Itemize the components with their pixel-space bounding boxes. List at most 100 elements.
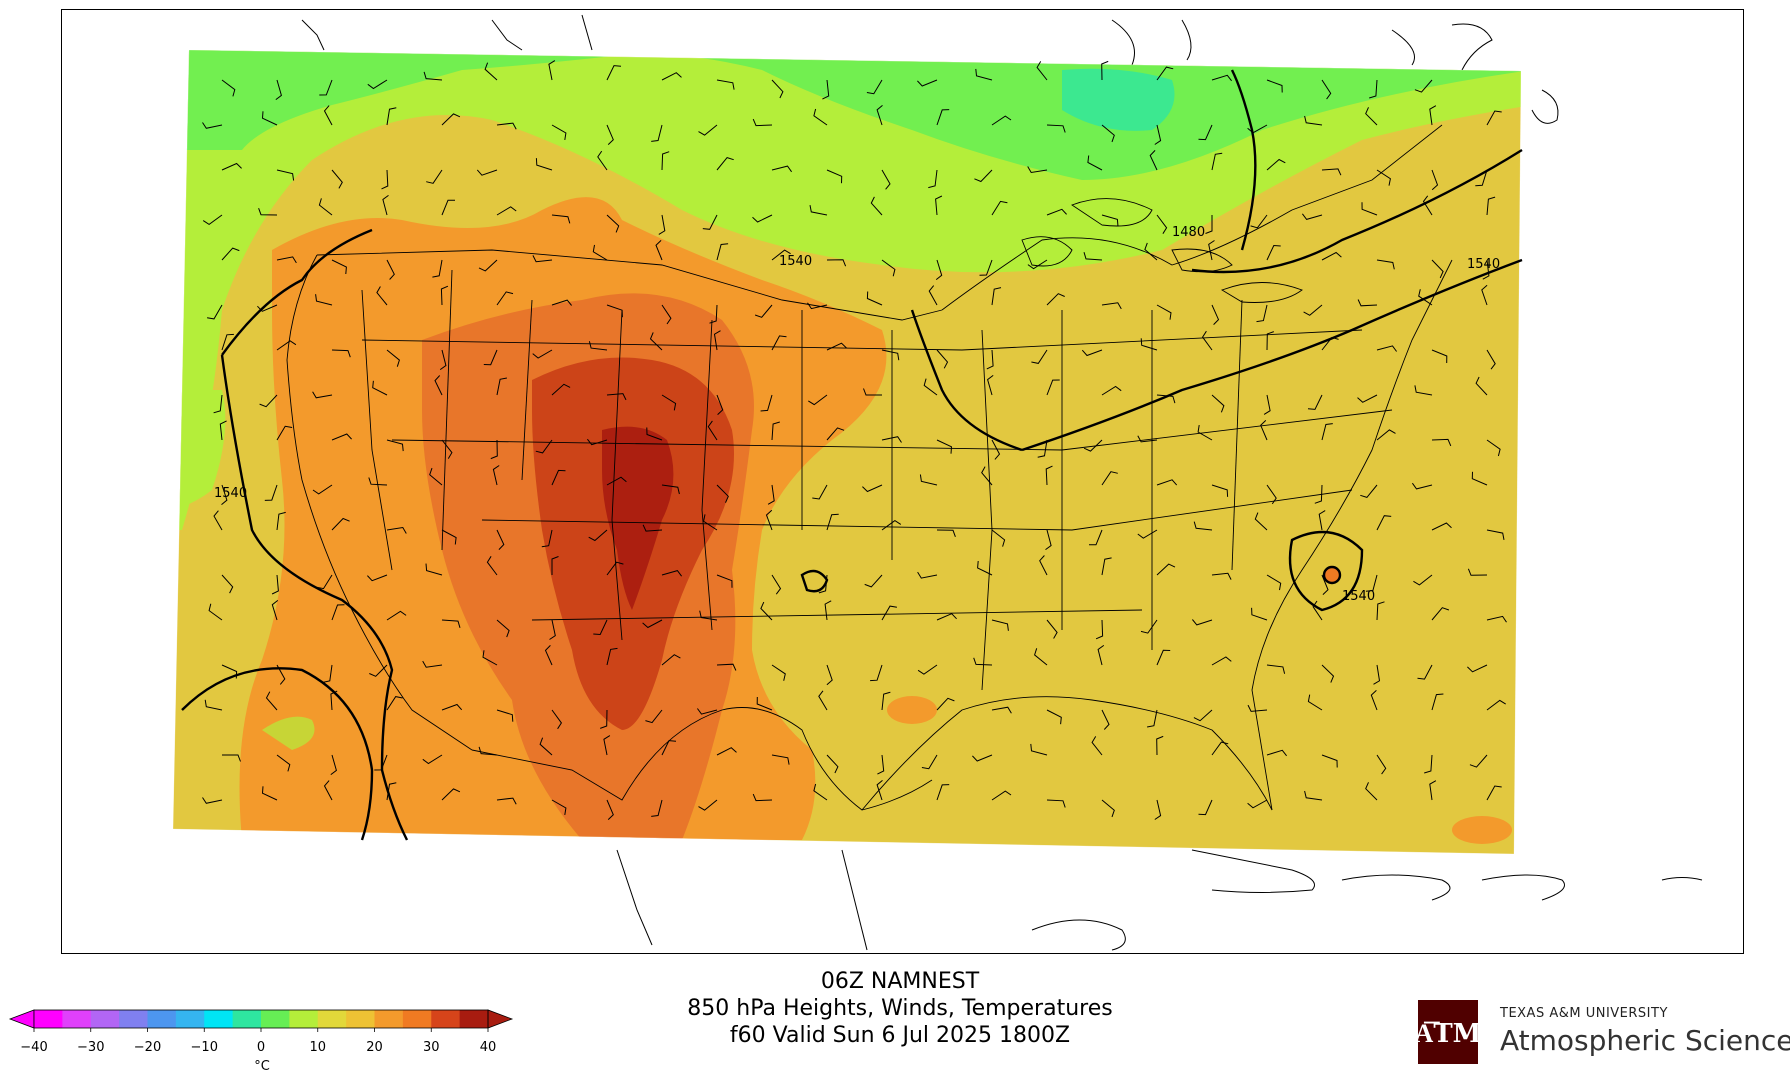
- wind-barb: [716, 574, 733, 588]
- wind-barb: [771, 335, 787, 351]
- wind-barb: [936, 529, 956, 537]
- wind-barb: [1314, 484, 1323, 504]
- wind-barb: [1266, 79, 1283, 93]
- wind-barb: [386, 610, 407, 621]
- colorbar-swatch: [459, 1010, 489, 1028]
- colorbar-swatch: [317, 1010, 347, 1028]
- wind-barb: [600, 709, 608, 729]
- wind-barb: [824, 600, 832, 621]
- wind-barb: [928, 169, 938, 189]
- wind-barb: [440, 285, 449, 306]
- colorbar-tick-label: −10: [190, 1040, 218, 1055]
- wind-barb: [1486, 196, 1496, 216]
- wind-barb: [1312, 600, 1323, 621]
- tamu-mark: A͞TM: [1415, 1000, 1481, 1064]
- wind-barb: [979, 259, 993, 276]
- wind-barb: [259, 394, 278, 408]
- wind-barb: [1376, 429, 1396, 441]
- wind-barb: [818, 690, 828, 711]
- wind-barb: [331, 604, 345, 621]
- wind-barb: [876, 780, 883, 801]
- colorbar-tick-label: 40: [479, 1040, 497, 1055]
- wind-barb: [496, 206, 517, 216]
- wind-barb: [276, 169, 295, 181]
- wind-barb: [1211, 152, 1223, 171]
- wind-barb: [813, 108, 828, 126]
- wind-barb: [496, 709, 514, 722]
- wind-barb: [271, 600, 279, 621]
- wind-barb: [597, 150, 608, 171]
- wind-barb: [319, 79, 333, 96]
- wind-barb: [478, 746, 498, 756]
- wind-barb: [1156, 66, 1174, 81]
- wind-barb: [423, 71, 443, 81]
- wind-barb: [1156, 563, 1176, 576]
- wind-barb: [771, 165, 793, 173]
- wind-barb: [551, 799, 567, 815]
- wind-barb: [760, 394, 773, 412]
- contour-label: 1540: [1467, 257, 1500, 272]
- wind-barb: [975, 68, 993, 81]
- wind-barb: [826, 427, 845, 441]
- wind-barb: [429, 467, 443, 486]
- wind-barb: [661, 654, 681, 666]
- contour-label: 1540: [1342, 589, 1375, 604]
- wind-barb: [870, 664, 883, 682]
- wind-barb: [716, 663, 737, 671]
- wind-barb: [422, 754, 443, 765]
- wind-barb: [1211, 74, 1232, 82]
- wind-barb: [551, 124, 567, 140]
- wind-barb: [752, 214, 773, 223]
- wind-barb: [649, 332, 663, 351]
- wind-barb: [1088, 529, 1103, 546]
- wind-barb: [386, 349, 400, 367]
- wind-barb: [316, 574, 333, 590]
- wind-barb: [265, 691, 278, 711]
- wind-barb: [771, 574, 782, 595]
- wind-barb: [486, 556, 498, 576]
- wind-barb: [921, 754, 938, 770]
- wind-barb: [807, 302, 828, 310]
- wind-barb: [703, 514, 718, 531]
- wind-barb: [1211, 741, 1229, 756]
- wind-barb: [331, 169, 343, 189]
- wind-barb: [881, 436, 902, 443]
- wind-barb: [606, 124, 614, 145]
- wind-barb: [441, 439, 453, 459]
- wind-barb: [207, 304, 223, 320]
- wind-barb: [271, 574, 279, 595]
- wind-barb: [376, 286, 388, 306]
- wind-barb: [661, 151, 670, 171]
- wind-barb: [315, 294, 333, 306]
- wind-barb: [1370, 690, 1378, 711]
- wind-barb: [1091, 736, 1103, 756]
- wind-barb: [1039, 555, 1048, 576]
- wind-barb: [322, 664, 333, 683]
- wind-barb: [312, 484, 333, 495]
- wind-barb: [532, 349, 553, 359]
- wind-barb: [716, 157, 734, 171]
- wind-barb: [276, 256, 297, 264]
- wind-barb: [826, 259, 847, 267]
- wind-barb: [551, 709, 563, 730]
- wind-barb: [213, 394, 223, 414]
- wind-barb: [716, 484, 729, 503]
- wind-barb: [1247, 799, 1268, 809]
- wind-barb: [698, 124, 718, 136]
- wind-barb: [981, 466, 993, 486]
- wind-barb: [1156, 394, 1176, 404]
- wind-barb: [544, 645, 553, 666]
- wind-barb: [425, 563, 443, 576]
- wind-barb: [881, 605, 897, 621]
- wind-barb: [991, 200, 1008, 216]
- wind-barb: [1302, 213, 1323, 220]
- wind-barb: [1360, 484, 1378, 498]
- colorbar-max-arrow: [487, 1009, 514, 1029]
- wind-barb: [330, 690, 338, 711]
- wind-barb: [1045, 465, 1053, 486]
- wind-barb: [386, 526, 407, 534]
- wind-barb: [771, 664, 786, 681]
- wind-barb: [532, 255, 553, 263]
- wind-barb: [367, 79, 388, 90]
- colorbar-unit: °C: [254, 1059, 270, 1074]
